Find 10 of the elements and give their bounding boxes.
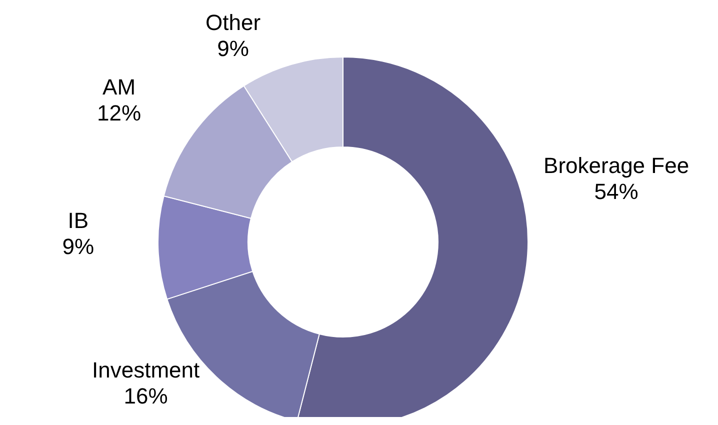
slice-label: Investment — [92, 358, 200, 383]
data-label: 9% — [62, 234, 94, 259]
data-label: 16% — [124, 384, 168, 409]
data-label: 9% — [217, 36, 249, 61]
data-label: 54% — [594, 178, 638, 204]
slice-label: AM — [102, 74, 136, 100]
slice-label: IB — [68, 208, 89, 233]
slice-label: Other — [206, 10, 261, 35]
slice-label: Brokerage Fee — [544, 152, 690, 178]
data-label: 12% — [97, 100, 142, 126]
